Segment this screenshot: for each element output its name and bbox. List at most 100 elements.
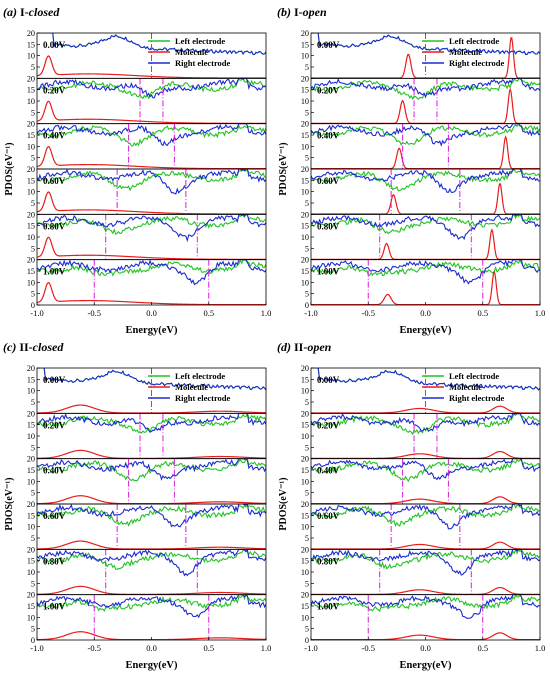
legend-label: Left electrode (175, 36, 225, 46)
bias-label: 0.80V (43, 556, 66, 566)
bias-label: 0.80V (43, 221, 66, 231)
y-tick-label: 15 (27, 267, 35, 276)
bias-label: 0.20V (317, 420, 340, 430)
subplot-curves (311, 504, 540, 550)
molecule-line (311, 269, 540, 305)
y-tick-label: 15 (27, 176, 35, 185)
y-tick-label: 10 (301, 477, 309, 486)
x-tick-label: -1.0 (304, 308, 317, 318)
right-electrode-line (37, 594, 266, 619)
left-electrode-line (37, 549, 266, 570)
subplot-curves (311, 214, 540, 260)
left-electrode-line (37, 504, 266, 527)
subplot-curves (311, 594, 540, 641)
y-tick-label: 20 (27, 409, 35, 418)
y-tick-label: 5 (305, 154, 309, 163)
subplot-curves (311, 259, 540, 305)
y-tick-label: 15 (301, 466, 309, 475)
bias-label: 1.00V (317, 267, 340, 277)
y-tick-label: 5 (305, 443, 309, 452)
legend-label: Left electrode (175, 371, 225, 381)
subplot-curves (311, 458, 540, 504)
right-electrode-line (311, 413, 540, 433)
x-axis-label: Energy(eV) (126, 660, 178, 671)
subplot-frame (36, 123, 267, 170)
y-tick-label: 15 (301, 222, 309, 231)
y-tick-label: 15 (301, 375, 309, 384)
y-tick-label: 10 (301, 188, 309, 197)
y-tick-label: 10 (27, 568, 35, 577)
molecule-line (37, 281, 266, 305)
bias-label: 0.40V (43, 466, 66, 476)
subplot-curves (311, 78, 540, 124)
x-tick-label: -1.0 (304, 643, 317, 653)
subplot-1: 0.20V 5 10 15 20 (27, 74, 267, 125)
subplot-frame (310, 458, 541, 505)
y-tick-label: 15 (27, 131, 35, 140)
right-electrode-line (37, 504, 266, 528)
y-tick-label: 10 (27, 278, 35, 287)
subplot-2: 0.40V 5 10 15 20 (301, 120, 541, 170)
y-tick-label: 10 (301, 568, 309, 577)
subplot-curves (37, 549, 266, 595)
y-tick-label: 15 (27, 511, 35, 520)
bias-label: 0.60V (317, 176, 340, 186)
y-tick-label: 5 (31, 443, 35, 452)
y-tick-label: 5 (31, 398, 35, 407)
bias-label: 0.20V (43, 85, 66, 95)
left-electrode-line (37, 413, 266, 434)
molecule-line (311, 87, 540, 124)
bias-label: 0.80V (317, 221, 340, 231)
bias-label: 0.00V (317, 40, 340, 50)
subplot-4: 0.80V 5 10 15 20 (301, 210, 541, 261)
left-electrode-line (37, 259, 266, 277)
y-tick-label: 15 (301, 602, 309, 611)
y-tick-label: 0 (31, 636, 35, 645)
molecule-line (37, 449, 266, 459)
y-tick-label: 20 (27, 591, 35, 600)
subplot-5: 1.00V 0 5 10 15 20 (27, 591, 267, 645)
molecule-line (37, 495, 266, 504)
y-tick-label: 5 (31, 63, 35, 72)
x-tick-label: 0.5 (477, 643, 488, 653)
right-electrode-line (37, 413, 266, 433)
y-tick-label: 20 (27, 120, 35, 129)
x-axis-label: Energy(eV) (400, 660, 452, 671)
y-axis-label: PDOS(eV⁻¹) (278, 477, 289, 530)
molecule-line (311, 450, 540, 459)
y-tick-label: 15 (27, 375, 35, 384)
legend-label: Molecule (449, 382, 482, 392)
y-tick-label: 10 (27, 387, 35, 396)
y-tick-label: 20 (301, 409, 309, 418)
subplot-curves (37, 169, 266, 215)
y-tick-label: 0 (305, 301, 309, 310)
subplot-1: 0.20V 5 10 15 20 (301, 409, 541, 460)
molecule-line (311, 541, 540, 550)
y-tick-label: 5 (31, 625, 35, 634)
y-tick-label: 15 (301, 421, 309, 430)
right-electrode-line (311, 458, 540, 481)
bias-label: 0.60V (317, 511, 340, 521)
left-electrode-line (311, 549, 540, 570)
subplot-frame (36, 168, 267, 215)
right-electrode-line (37, 123, 266, 147)
molecule-line (311, 135, 540, 169)
y-tick-label: 20 (27, 29, 35, 38)
subplot-0: 0.00V 5 10 15 20 (27, 364, 267, 414)
panel-title: (a) I-closed (3, 5, 60, 19)
y-tick-label: 15 (301, 86, 309, 95)
y-tick-label: 5 (305, 63, 309, 72)
y-tick-label: 20 (301, 29, 309, 38)
subplot-3: 0.60V 5 10 15 20 (301, 500, 541, 550)
subplot-0: 0.00V 5 10 15 20 (27, 29, 267, 79)
subplot-5: 1.00V 0 5 10 15 20 (27, 256, 267, 310)
legend-label: Molecule (449, 47, 482, 57)
subplot-2: 0.40V 5 10 15 20 (27, 455, 267, 505)
y-tick-label: 15 (301, 267, 309, 276)
right-electrode-line (311, 504, 540, 530)
subplot-4: 0.80V 5 10 15 20 (301, 545, 541, 596)
y-tick-label: 10 (27, 188, 35, 197)
panel-title: (d) II-open (277, 340, 332, 354)
